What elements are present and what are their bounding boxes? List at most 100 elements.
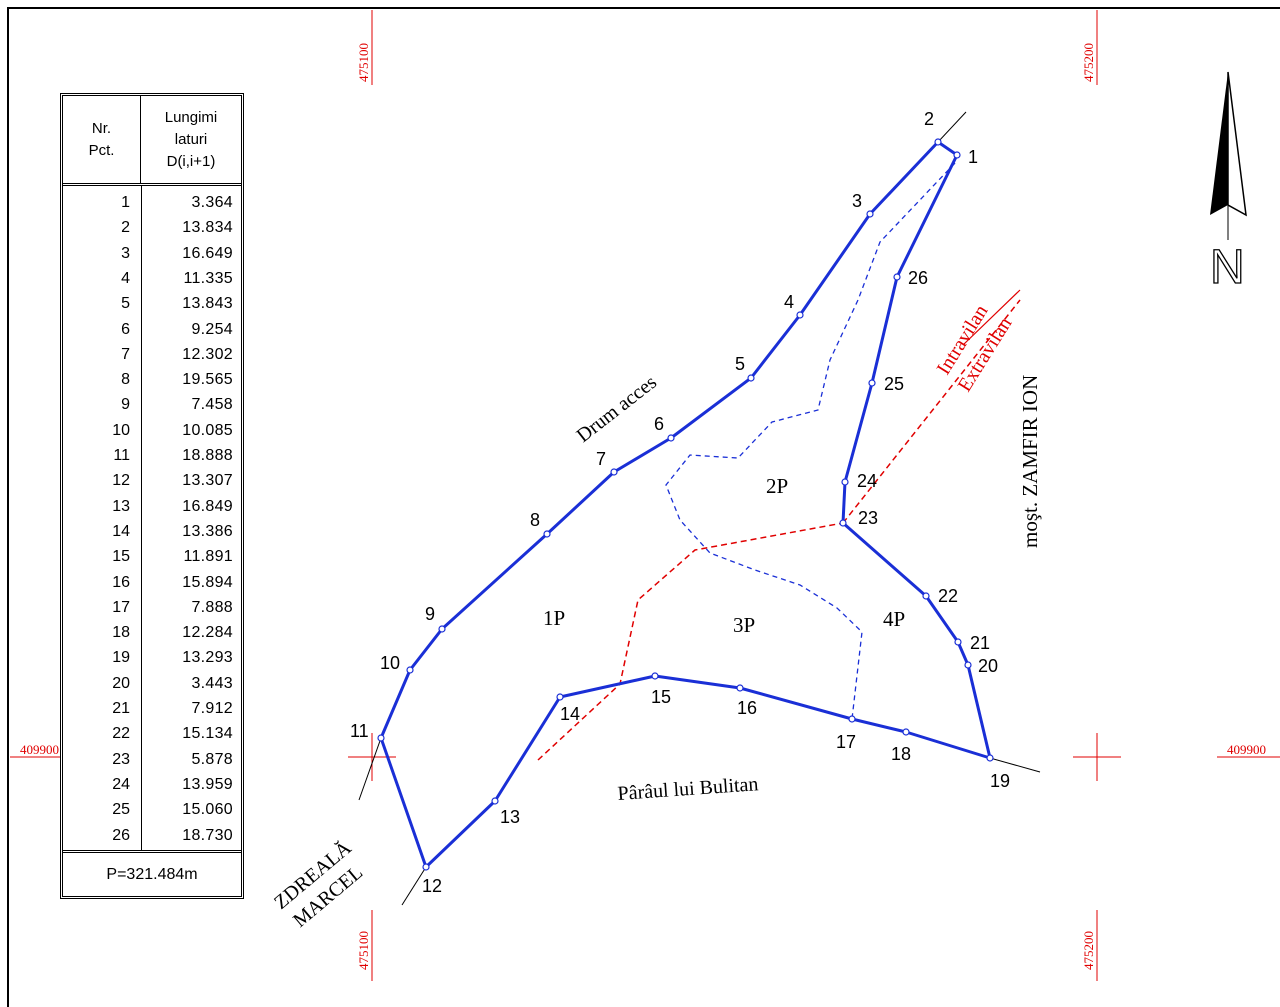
- vertex-marker: [422, 863, 430, 871]
- side-length: 10.085: [182, 421, 233, 439]
- side-length: 13.959: [182, 775, 233, 793]
- table-row: 22 15.134: [63, 725, 241, 750]
- table-row: 13 16.849: [63, 498, 241, 523]
- table-row: 26 18.730: [63, 827, 241, 852]
- point-number: 9: [121, 396, 130, 414]
- boundary-vertices: [377, 138, 994, 871]
- grid-label-y-right: 409900: [1227, 742, 1266, 757]
- header-label: Nr.: [91, 119, 112, 137]
- side-length: 5.878: [191, 750, 233, 768]
- table-row: 2 13.834: [63, 219, 241, 244]
- table-row: 15 11.891: [63, 548, 241, 573]
- point-number: 3: [121, 244, 130, 262]
- point-number: 21: [112, 700, 130, 717]
- vertex-marker: [893, 273, 901, 281]
- side-length: 18.888: [182, 447, 233, 464]
- header-label: laturi: [174, 130, 208, 148]
- point-number: 18: [112, 624, 130, 642]
- parcel-division-lines: [665, 162, 956, 720]
- vertex-marker: [491, 797, 499, 805]
- side-length: 13.834: [182, 219, 233, 237]
- vertex-marker: [667, 434, 675, 442]
- point-label: 13: [500, 807, 520, 827]
- point-label: 16: [737, 698, 757, 718]
- extension-lines: [358, 111, 1041, 906]
- vertex-marker: [954, 638, 962, 646]
- point-label: 6: [654, 414, 664, 434]
- point-number: 1: [121, 194, 130, 211]
- point-number: 16: [112, 573, 130, 591]
- table-row: 10 10.085: [63, 422, 241, 447]
- header-point-number: Nr. Pct.: [63, 96, 141, 183]
- point-label: 15: [651, 687, 671, 707]
- table-row: 11 18.888: [63, 447, 241, 472]
- table-row: 6 9.254: [63, 321, 241, 346]
- point-label: 4: [784, 292, 794, 312]
- vertex-marker: [796, 311, 804, 319]
- table-row: 25 15.060: [63, 801, 241, 826]
- vertex-marker: [953, 151, 961, 159]
- side-length: 15.134: [182, 725, 233, 743]
- point-label: 23: [858, 508, 878, 528]
- vertex-marker: [841, 478, 849, 486]
- side-length: 11.891: [183, 548, 233, 566]
- point-label: 5: [735, 354, 745, 374]
- table-row: 9 7.458: [63, 396, 241, 421]
- table-row: 21 7.912: [63, 700, 241, 725]
- side-length: 13.843: [182, 295, 233, 313]
- side-length: 13.293: [182, 649, 233, 667]
- side-length: 7.458: [191, 396, 233, 414]
- table-row: 12 13.307: [63, 472, 241, 497]
- side-length: 18.730: [182, 826, 233, 844]
- point-label: 3: [852, 191, 862, 211]
- side-length: 16.849: [182, 497, 233, 515]
- parcel-label-1p: 1P: [543, 606, 565, 630]
- point-label: 10: [380, 653, 400, 673]
- grid-label-x-bottom-right: 475200: [1081, 931, 1096, 970]
- point-label: 17: [836, 732, 856, 752]
- table-row: 1 3.364: [63, 194, 241, 219]
- side-length: 13.386: [182, 522, 233, 540]
- side-length: 13.307: [182, 472, 233, 490]
- point-number: 25: [112, 801, 130, 819]
- point-number: 7: [121, 345, 130, 363]
- point-label: 19: [990, 771, 1010, 791]
- point-number: 15: [112, 548, 130, 566]
- side-length: 12.284: [182, 624, 233, 642]
- zone-limit-tick: [962, 289, 1021, 346]
- point-label: 8: [530, 510, 540, 530]
- point-label: 25: [884, 374, 904, 394]
- point-label: 24: [857, 471, 877, 491]
- east-owner-label: moşt. ZAMFIR ION: [1018, 375, 1042, 548]
- point-label: 20: [978, 656, 998, 676]
- vertex-marker: [543, 530, 551, 538]
- side-length: 7.888: [191, 598, 233, 616]
- stream-label: Pârâul lui Bulitan: [617, 773, 759, 805]
- point-number: 17: [112, 598, 130, 616]
- vertex-marker: [839, 519, 847, 527]
- map-frame: [7, 7, 1280, 1007]
- perimeter-total: P=321.484m: [106, 865, 198, 883]
- point-number: 6: [121, 320, 130, 338]
- point-number: 2: [121, 219, 130, 237]
- point-label: 11: [350, 721, 369, 741]
- side-length: 7.912: [191, 700, 233, 717]
- grid-label-x-top-right: 475200: [1081, 43, 1096, 82]
- vertex-marker: [377, 734, 385, 742]
- vertex-marker: [868, 379, 876, 387]
- point-number: 13: [112, 497, 130, 515]
- header-side-length: Lungimi laturi D(i,i+1): [141, 96, 241, 183]
- zone-limit-line: [537, 299, 1021, 761]
- point-label: 1: [968, 147, 978, 167]
- parcel-label-3p: 3P: [733, 613, 755, 637]
- parcel-label-2p: 2P: [766, 474, 788, 498]
- point-number: 8: [121, 371, 130, 389]
- vertex-marker: [406, 666, 414, 674]
- table-row: 16 15.894: [63, 574, 241, 599]
- table-row: 3 16.649: [63, 245, 241, 270]
- table-row: 17 7.888: [63, 599, 241, 624]
- point-number: 20: [112, 674, 130, 692]
- point-number: 22: [112, 725, 130, 743]
- table-header: Nr. Pct. Lungimi laturi D(i,i+1): [63, 96, 241, 186]
- vertex-marker: [556, 693, 564, 701]
